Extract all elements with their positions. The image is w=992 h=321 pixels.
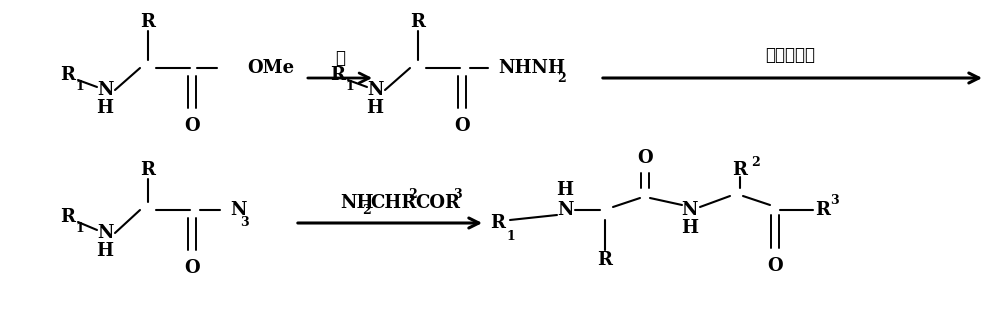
Text: R: R (732, 161, 748, 179)
Text: R: R (490, 214, 505, 232)
Text: R: R (61, 208, 75, 226)
Text: 1: 1 (345, 81, 354, 93)
Text: O: O (637, 149, 653, 167)
Text: COR: COR (415, 194, 460, 212)
Text: R: R (141, 161, 156, 179)
Text: 亚硝酸化物: 亚硝酸化物 (765, 46, 815, 64)
Text: 2: 2 (408, 188, 417, 202)
Text: R: R (330, 66, 345, 84)
Text: NHNH: NHNH (499, 59, 565, 77)
Text: O: O (185, 117, 199, 135)
Text: O: O (454, 117, 470, 135)
Text: 3: 3 (240, 215, 248, 229)
Text: 肼: 肼 (335, 49, 345, 67)
Text: H: H (682, 219, 698, 237)
Text: 2: 2 (362, 204, 371, 218)
Text: H: H (96, 242, 113, 260)
Text: R: R (141, 13, 156, 31)
Text: H: H (366, 99, 384, 117)
Text: R: R (597, 251, 612, 269)
Text: H: H (557, 181, 573, 199)
Text: 2: 2 (751, 157, 759, 169)
Text: N: N (97, 81, 113, 99)
Text: R: R (815, 201, 830, 219)
Text: 1: 1 (75, 222, 84, 236)
Text: O: O (767, 257, 783, 275)
Text: R: R (411, 13, 426, 31)
Text: R: R (61, 66, 75, 84)
Text: N: N (230, 201, 246, 219)
Text: 1: 1 (507, 230, 516, 244)
Text: N: N (367, 81, 383, 99)
Text: N: N (557, 201, 573, 219)
Text: 3: 3 (453, 188, 461, 202)
Text: N: N (682, 201, 698, 219)
Text: 2: 2 (558, 72, 566, 84)
Text: CHR: CHR (370, 194, 417, 212)
Text: NH: NH (340, 194, 374, 212)
Text: OMe: OMe (247, 59, 294, 77)
Text: 3: 3 (830, 194, 838, 206)
Text: N: N (97, 224, 113, 242)
Text: O: O (185, 259, 199, 277)
Text: 1: 1 (75, 81, 84, 93)
Text: H: H (96, 99, 113, 117)
